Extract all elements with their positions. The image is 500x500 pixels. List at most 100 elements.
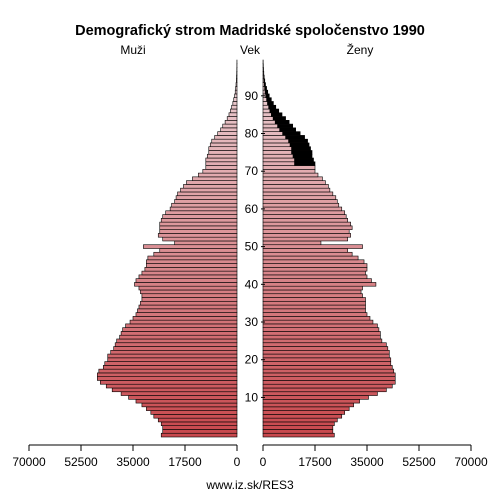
female-bar-age-49 [262, 248, 348, 253]
female-bar-age-27 [262, 331, 381, 336]
female-bar-age-47 [262, 255, 359, 261]
female-bar-age-60 [262, 206, 343, 212]
male-bar-age-4 [157, 417, 238, 423]
female-bar-age-20 [262, 357, 392, 362]
male-bar-age-32 [135, 312, 238, 317]
male-bar-age-37 [141, 293, 238, 298]
male-bar-age-76 [208, 146, 238, 151]
x-tick-label-males-70000: 70000 [12, 455, 46, 469]
male-bar-age-64 [177, 191, 238, 197]
male-bar-age-49 [159, 248, 238, 253]
male-bar-age-52 [162, 236, 238, 242]
female-surplus-age-74 [292, 154, 313, 159]
male-bar-age-54 [159, 229, 238, 234]
female-bar-age-44 [262, 267, 368, 272]
female-bar-age-42 [262, 274, 368, 279]
male-bar-age-41 [135, 278, 238, 283]
age-tick-label-80: 80 [245, 127, 259, 141]
male-bar-age-25 [116, 338, 238, 344]
female-surplus-age-96 [263, 71, 264, 76]
male-bar-age-94 [236, 78, 238, 83]
female-bar-age-43 [262, 270, 366, 276]
age-label: Vek [240, 43, 261, 57]
male-bar-age-48 [153, 251, 238, 257]
female-bar-age-53 [262, 233, 351, 238]
female-bar-age-13 [262, 383, 393, 389]
male-bar-age-79 [214, 135, 238, 140]
female-surplus-age-89 [266, 97, 272, 102]
males-label: Muži [120, 43, 145, 57]
male-bar-age-81 [220, 127, 238, 132]
x-tick-label-females-35000: 35000 [350, 455, 384, 469]
male-bar-age-84 [226, 116, 238, 121]
male-bar-age-2 [162, 425, 238, 430]
male-bar-age-5 [153, 414, 238, 419]
female-surplus-age-78 [288, 139, 308, 143]
male-bar-age-87 [231, 104, 238, 110]
male-bar-age-58 [162, 214, 238, 219]
female-bar-age-12 [262, 387, 387, 393]
female-surplus-age-76 [291, 146, 311, 151]
male-bar-age-17 [98, 368, 238, 374]
male-bar-age-14 [100, 380, 238, 385]
female-bar-age-22 [262, 349, 390, 355]
female-bars [262, 59, 396, 438]
x-tick-label-females-17500: 17500 [298, 455, 332, 469]
male-bar-age-26 [119, 334, 238, 340]
male-bar-age-43 [141, 270, 238, 276]
x-tick-label-males-17500: 17500 [168, 455, 202, 469]
male-bar-age-65 [180, 187, 238, 193]
female-bar-age-11 [262, 391, 378, 396]
male-bar-age-69 [198, 172, 238, 178]
male-bar-age-44 [144, 267, 238, 272]
male-bar-age-0 [160, 432, 238, 438]
female-bar-age-31 [262, 316, 371, 321]
female-bar-age-50 [262, 244, 363, 249]
x-tick-label-females-52500: 52500 [402, 455, 436, 469]
female-bar-age-17 [262, 368, 395, 374]
male-bar-age-42 [138, 274, 238, 279]
female-surplus-age-80 [282, 131, 301, 136]
female-bar-age-33 [262, 308, 366, 313]
male-bar-age-67 [186, 180, 238, 185]
female-surplus-age-84 [272, 116, 286, 121]
female-bar-age-57 [262, 218, 348, 223]
female-surplus-age-82 [277, 124, 293, 128]
x-axis-females: 0 17500 35000 52500 70000 [260, 444, 488, 469]
male-bar-age-91 [234, 89, 238, 95]
female-bar-age-59 [262, 210, 346, 215]
female-bar-age-34 [262, 304, 366, 310]
male-bar-age-63 [175, 195, 238, 200]
male-bar-age-78 [211, 138, 238, 144]
female-surplus-age-81 [279, 127, 296, 132]
female-bar-age-71 [262, 165, 316, 170]
male-bar-age-88 [232, 101, 238, 106]
male-bar-age-19 [104, 361, 238, 366]
male-bar-age-70 [202, 169, 238, 174]
male-bar-age-82 [222, 123, 238, 129]
male-bar-age-3 [160, 421, 238, 426]
age-tick-label-90: 90 [245, 89, 259, 103]
female-bar-age-6 [262, 410, 346, 415]
female-surplus-age-75 [291, 150, 313, 155]
male-bar-age-33 [137, 308, 238, 313]
male-bar-age-59 [165, 210, 238, 215]
male-bar-age-47 [147, 255, 238, 261]
female-surplus-age-73 [294, 158, 314, 162]
age-tick-label-60: 60 [245, 202, 259, 216]
male-bar-age-7 [146, 406, 238, 411]
x-tick-label-males-0: 0 [234, 455, 241, 469]
female-bar-age-1 [262, 429, 334, 434]
male-bar-age-28 [122, 327, 238, 332]
female-bar-age-56 [262, 221, 351, 227]
male-bar-age-89 [233, 97, 238, 102]
female-surplus-age-86 [269, 109, 279, 113]
female-bar-age-8 [262, 402, 354, 408]
female-bar-age-66 [262, 184, 329, 189]
male-bar-age-15 [97, 376, 238, 381]
female-bar-age-63 [262, 195, 337, 200]
female-bar-age-29 [262, 323, 378, 328]
male-bar-age-83 [224, 120, 238, 125]
male-bar-age-21 [107, 353, 238, 359]
